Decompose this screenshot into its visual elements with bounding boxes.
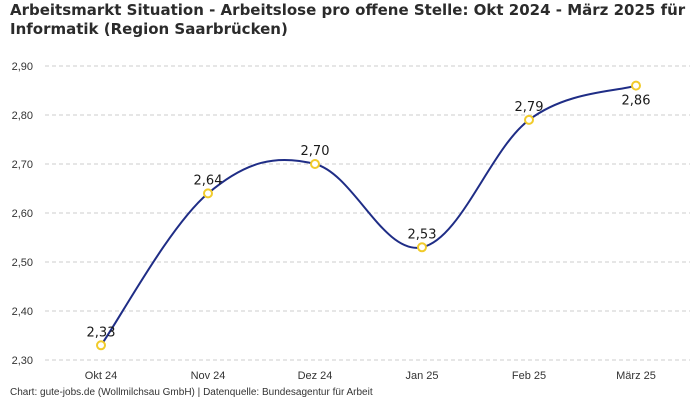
data-label: 2,53 bbox=[408, 227, 437, 242]
chart-source: Chart: gute-jobs.de (Wollmilchsau GmbH) bbox=[10, 387, 195, 398]
y-axis-ticks: 2,30 2,40 2,50 2,60 2,70 2,80 2,90 bbox=[12, 61, 33, 367]
x-tick-label: Jan 25 bbox=[405, 370, 438, 382]
data-point bbox=[524, 114, 534, 125]
data-point bbox=[631, 80, 641, 91]
data-point bbox=[96, 340, 106, 351]
x-tick-label: März 25 bbox=[616, 370, 656, 382]
y-tick-label: 2,60 bbox=[12, 208, 33, 220]
data-point bbox=[417, 242, 427, 253]
y-tick-label: 2,40 bbox=[12, 306, 33, 318]
gridlines bbox=[45, 65, 690, 361]
x-tick-label: Dez 24 bbox=[298, 370, 333, 382]
x-tick-label: Nov 24 bbox=[191, 370, 226, 382]
x-axis-ticks: Okt 24 Nov 24 Dez 24 Jan 25 Feb 25 März 25 bbox=[85, 370, 656, 382]
y-tick-label: 2,90 bbox=[12, 61, 33, 73]
caption-separator: | bbox=[197, 387, 201, 398]
data-label: 2,33 bbox=[87, 325, 116, 340]
y-tick-label: 2,80 bbox=[12, 110, 33, 122]
source-caption: Chart: gute-jobs.de (Wollmilchsau GmbH) … bbox=[10, 387, 373, 398]
chart-title: Arbeitsmarkt Situation - Arbeitslose pro… bbox=[10, 1, 686, 38]
data-points bbox=[96, 80, 641, 351]
y-tick-label: 2,50 bbox=[12, 257, 33, 269]
data-label: 2,86 bbox=[622, 94, 651, 109]
y-tick-label: 2,70 bbox=[12, 159, 33, 171]
data-labels: 2,33 2,64 2,70 2,53 2,79 2,86 bbox=[87, 94, 651, 341]
data-label: 2,70 bbox=[301, 144, 330, 159]
data-point bbox=[203, 188, 213, 199]
x-tick-label: Okt 24 bbox=[85, 370, 117, 382]
data-source: Datenquelle: Bundesagentur für Arbeit bbox=[203, 387, 373, 398]
x-tick-label: Feb 25 bbox=[512, 370, 546, 382]
data-label: 2,79 bbox=[515, 100, 544, 115]
series-line bbox=[100, 84, 637, 346]
data-point bbox=[310, 159, 320, 169]
data-label: 2,64 bbox=[194, 173, 223, 188]
y-tick-label: 2,30 bbox=[12, 355, 33, 367]
